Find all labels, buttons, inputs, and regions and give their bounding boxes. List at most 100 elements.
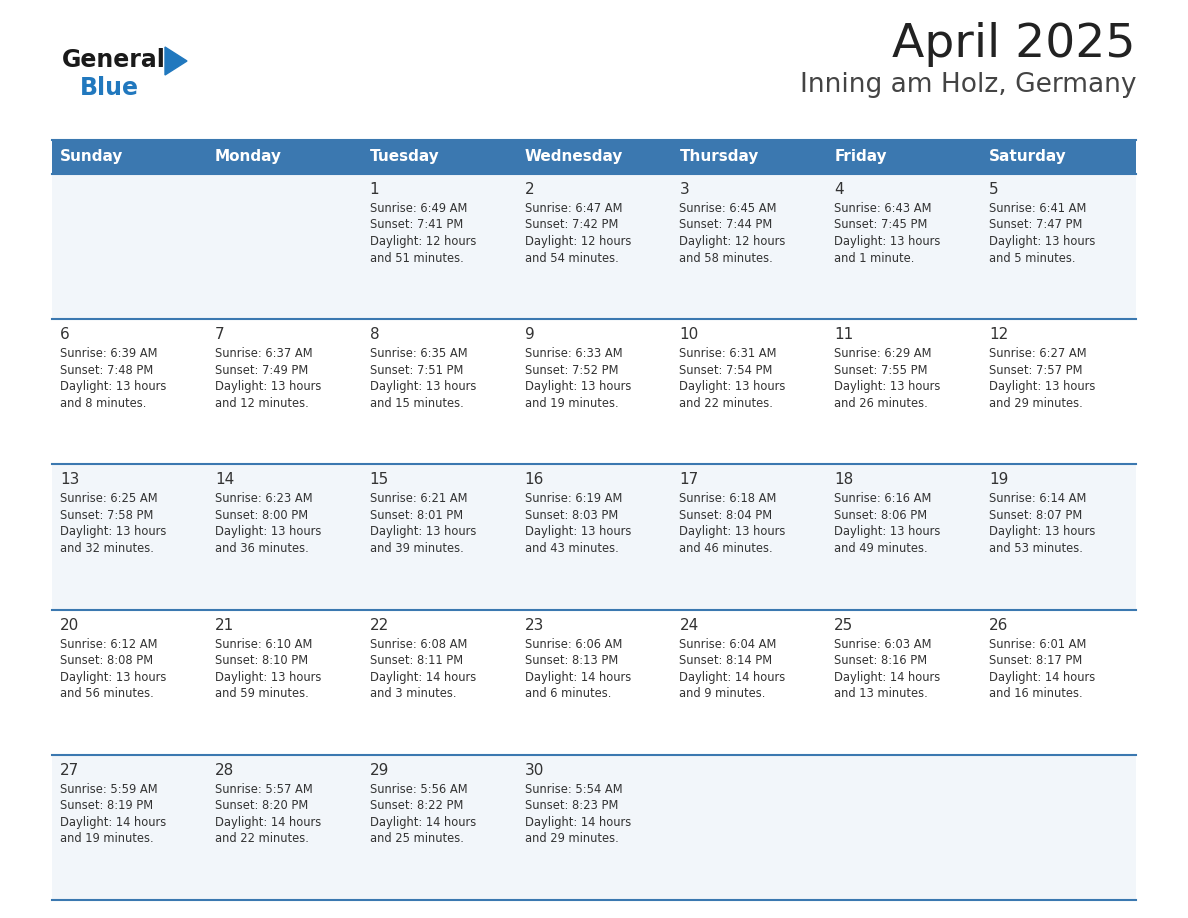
Text: Sunset: 8:11 PM: Sunset: 8:11 PM [369, 655, 463, 667]
Text: Daylight: 14 hours: Daylight: 14 hours [834, 671, 941, 684]
Text: Daylight: 13 hours: Daylight: 13 hours [680, 380, 785, 393]
Text: Sunrise: 6:43 AM: Sunrise: 6:43 AM [834, 202, 931, 215]
Text: Sunset: 8:08 PM: Sunset: 8:08 PM [61, 655, 153, 667]
Text: Sunset: 7:52 PM: Sunset: 7:52 PM [525, 364, 618, 376]
Text: Sunrise: 6:29 AM: Sunrise: 6:29 AM [834, 347, 931, 360]
Text: Daylight: 14 hours: Daylight: 14 hours [61, 816, 166, 829]
Text: Sunrise: 6:33 AM: Sunrise: 6:33 AM [525, 347, 623, 360]
Text: Sunset: 8:01 PM: Sunset: 8:01 PM [369, 509, 463, 522]
Text: Sunset: 8:13 PM: Sunset: 8:13 PM [525, 655, 618, 667]
Text: Sunrise: 6:19 AM: Sunrise: 6:19 AM [525, 492, 623, 506]
Text: Sunrise: 6:03 AM: Sunrise: 6:03 AM [834, 638, 931, 651]
Text: 10: 10 [680, 327, 699, 342]
Text: and 6 minutes.: and 6 minutes. [525, 687, 611, 700]
Text: 12: 12 [990, 327, 1009, 342]
Text: and 25 minutes.: and 25 minutes. [369, 833, 463, 845]
Text: 4: 4 [834, 182, 843, 197]
Text: Sunset: 7:51 PM: Sunset: 7:51 PM [369, 364, 463, 376]
Text: Daylight: 13 hours: Daylight: 13 hours [990, 525, 1095, 538]
Text: Sunrise: 6:06 AM: Sunrise: 6:06 AM [525, 638, 623, 651]
Text: Sunset: 8:00 PM: Sunset: 8:00 PM [215, 509, 308, 522]
Text: 16: 16 [525, 473, 544, 487]
Text: and 3 minutes.: and 3 minutes. [369, 687, 456, 700]
Text: Sunset: 8:23 PM: Sunset: 8:23 PM [525, 800, 618, 812]
Text: Daylight: 13 hours: Daylight: 13 hours [525, 525, 631, 538]
Text: Sunrise: 6:41 AM: Sunrise: 6:41 AM [990, 202, 1087, 215]
Text: and 49 minutes.: and 49 minutes. [834, 542, 928, 554]
Text: 13: 13 [61, 473, 80, 487]
Text: Sunrise: 6:14 AM: Sunrise: 6:14 AM [990, 492, 1087, 506]
Text: Daylight: 13 hours: Daylight: 13 hours [834, 525, 941, 538]
Text: 6: 6 [61, 327, 70, 342]
Text: Daylight: 14 hours: Daylight: 14 hours [525, 816, 631, 829]
Text: and 16 minutes.: and 16 minutes. [990, 687, 1082, 700]
Text: and 9 minutes.: and 9 minutes. [680, 687, 766, 700]
Text: and 29 minutes.: and 29 minutes. [525, 833, 618, 845]
Bar [52, 755, 1136, 900]
Text: Daylight: 14 hours: Daylight: 14 hours [680, 671, 785, 684]
Text: Daylight: 13 hours: Daylight: 13 hours [834, 235, 941, 248]
Text: Sunset: 7:55 PM: Sunset: 7:55 PM [834, 364, 928, 376]
Text: Monday: Monday [215, 150, 282, 164]
Text: 22: 22 [369, 618, 388, 633]
Text: Sunrise: 6:27 AM: Sunrise: 6:27 AM [990, 347, 1087, 360]
Text: and 46 minutes.: and 46 minutes. [680, 542, 773, 554]
Text: Sunrise: 6:21 AM: Sunrise: 6:21 AM [369, 492, 467, 506]
Text: Thursday: Thursday [680, 150, 759, 164]
Bar [52, 610, 1136, 755]
Text: 15: 15 [369, 473, 388, 487]
Text: Sunrise: 6:35 AM: Sunrise: 6:35 AM [369, 347, 467, 360]
Text: and 53 minutes.: and 53 minutes. [990, 542, 1083, 554]
Text: Daylight: 13 hours: Daylight: 13 hours [215, 525, 321, 538]
Text: and 29 minutes.: and 29 minutes. [990, 397, 1083, 409]
Text: and 12 minutes.: and 12 minutes. [215, 397, 309, 409]
Text: Sunrise: 6:49 AM: Sunrise: 6:49 AM [369, 202, 467, 215]
Text: 30: 30 [525, 763, 544, 778]
Text: Daylight: 13 hours: Daylight: 13 hours [215, 380, 321, 393]
Text: 14: 14 [215, 473, 234, 487]
Text: Sunrise: 6:31 AM: Sunrise: 6:31 AM [680, 347, 777, 360]
Text: Sunset: 7:41 PM: Sunset: 7:41 PM [369, 218, 463, 231]
Text: Sunrise: 6:18 AM: Sunrise: 6:18 AM [680, 492, 777, 506]
Text: Sunrise: 6:16 AM: Sunrise: 6:16 AM [834, 492, 931, 506]
Text: Friday: Friday [834, 150, 887, 164]
Text: Daylight: 14 hours: Daylight: 14 hours [369, 671, 476, 684]
Text: Daylight: 13 hours: Daylight: 13 hours [369, 525, 476, 538]
Text: and 56 minutes.: and 56 minutes. [61, 687, 153, 700]
Text: Tuesday: Tuesday [369, 150, 440, 164]
Text: and 1 minute.: and 1 minute. [834, 252, 915, 264]
Text: 2: 2 [525, 182, 535, 197]
Text: Sunrise: 6:25 AM: Sunrise: 6:25 AM [61, 492, 158, 506]
Text: Daylight: 13 hours: Daylight: 13 hours [61, 525, 166, 538]
Text: Sunrise: 6:12 AM: Sunrise: 6:12 AM [61, 638, 158, 651]
Text: Sunset: 8:10 PM: Sunset: 8:10 PM [215, 655, 308, 667]
Text: 26: 26 [990, 618, 1009, 633]
Text: Daylight: 14 hours: Daylight: 14 hours [990, 671, 1095, 684]
Text: 11: 11 [834, 327, 853, 342]
Text: Sunset: 8:07 PM: Sunset: 8:07 PM [990, 509, 1082, 522]
Text: Sunrise: 6:08 AM: Sunrise: 6:08 AM [369, 638, 467, 651]
Text: 5: 5 [990, 182, 999, 197]
Text: 19: 19 [990, 473, 1009, 487]
Text: and 15 minutes.: and 15 minutes. [369, 397, 463, 409]
Text: Sunset: 8:22 PM: Sunset: 8:22 PM [369, 800, 463, 812]
Text: Sunrise: 5:59 AM: Sunrise: 5:59 AM [61, 783, 158, 796]
Text: and 19 minutes.: and 19 minutes. [61, 833, 153, 845]
Bar [52, 465, 1136, 610]
Text: and 59 minutes.: and 59 minutes. [215, 687, 309, 700]
Text: 29: 29 [369, 763, 390, 778]
Bar [52, 140, 1136, 174]
Text: and 51 minutes.: and 51 minutes. [369, 252, 463, 264]
Text: 28: 28 [215, 763, 234, 778]
Text: 25: 25 [834, 618, 853, 633]
Text: Sunset: 8:19 PM: Sunset: 8:19 PM [61, 800, 153, 812]
Text: General: General [62, 48, 166, 72]
Text: Sunrise: 5:54 AM: Sunrise: 5:54 AM [525, 783, 623, 796]
Text: Daylight: 14 hours: Daylight: 14 hours [369, 816, 476, 829]
Text: Sunset: 8:17 PM: Sunset: 8:17 PM [990, 655, 1082, 667]
Text: Daylight: 14 hours: Daylight: 14 hours [525, 671, 631, 684]
Text: Inning am Holz, Germany: Inning am Holz, Germany [800, 72, 1136, 98]
Text: Sunrise: 6:39 AM: Sunrise: 6:39 AM [61, 347, 158, 360]
Text: 17: 17 [680, 473, 699, 487]
Text: 27: 27 [61, 763, 80, 778]
